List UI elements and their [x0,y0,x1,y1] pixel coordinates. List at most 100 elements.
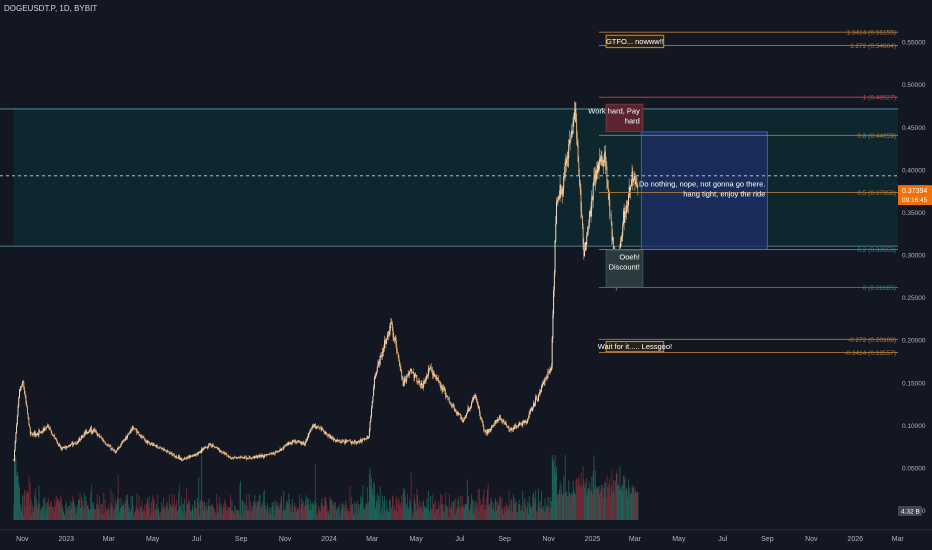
candle-body [558,197,560,199]
candle-body [426,374,428,380]
candle-body [268,454,270,455]
volume-bar [607,483,609,520]
candle-body [543,381,545,383]
candle-body [303,442,305,444]
volume-bar [196,497,198,520]
volume-bar [27,491,28,520]
volume-bar [55,495,57,520]
fib-level-label: 0.5 (0.37356) [857,190,896,197]
volume-bar [344,509,346,520]
volume-bar [171,493,173,520]
volume-bar [387,511,389,520]
candle-body [312,425,313,428]
volume-bar [576,487,578,520]
volume-bar [461,506,462,520]
candle-body [493,423,495,426]
volume-bar [584,487,586,520]
candle-body [635,181,637,186]
candle-body [414,373,416,378]
candle-body [101,438,103,440]
volume-bar [275,507,277,520]
candle-body [535,397,537,399]
candle-body [372,396,374,402]
candle-body [258,455,259,457]
volume-bar [600,491,601,520]
candle-body [173,454,174,456]
volume-bar [379,486,381,520]
volume-bar [178,484,180,520]
volume-bar [312,502,313,520]
volume-bar [114,499,116,520]
volume-bar [240,514,242,520]
volume-bar [337,507,339,520]
volume-bar [631,484,633,520]
candle-body [121,441,123,444]
volume-bar [86,505,88,520]
candle-body [168,451,169,452]
candle-body [256,456,258,458]
volume-bar [320,503,322,520]
candle-body [101,437,103,439]
volume-bar [32,512,34,520]
volume-bar [153,499,155,520]
volume-bar [108,504,110,520]
candle-body [236,457,238,459]
candle-body [209,443,210,445]
volume-bar [633,487,635,520]
volume-bar [49,507,51,520]
volume-bar [458,506,460,520]
volume-bar [445,492,447,520]
candle-body [151,442,153,444]
candle-body [173,454,175,457]
candle-body [335,440,337,442]
candle-body [184,457,186,459]
volume-bar [133,516,135,520]
candle-body [319,427,321,429]
candle-body [623,210,625,223]
candle-body [371,401,373,409]
candle-body [58,444,60,446]
volume-bar [63,513,65,520]
candle-body [127,433,129,436]
candle-body [286,443,288,445]
volume-bar [319,511,321,520]
volume-bar [493,503,495,520]
volume-bar [230,510,232,520]
volume-bar [113,512,115,520]
candle-body [571,130,573,134]
candle-body [458,413,460,414]
volume-bar [394,509,396,520]
volume-bar [36,504,38,520]
volume-bar [260,506,262,520]
candle-body [257,456,259,458]
candle-body [538,394,540,396]
candle-body [208,444,210,447]
volume-bar [132,495,134,520]
volume-bar [379,500,380,520]
volume-bar [567,496,569,520]
candle-body [193,455,195,457]
candle-body [80,435,82,440]
volume-bar [376,500,378,520]
candle-body [349,440,351,442]
volume-bar [615,471,617,520]
candle-body [276,451,278,453]
candle-body [322,427,324,430]
candle-body [62,447,64,449]
candle-body [305,439,307,444]
candle-body [292,440,294,442]
candle-body [19,389,21,391]
volume-bar [57,499,59,520]
volume-bar [46,508,48,520]
volume-bar [623,475,624,520]
volume-bar [210,505,212,520]
volume-bar [165,504,167,520]
x-tick-label: Nov [16,536,29,543]
candle-body [501,418,503,422]
volume-bar [40,513,42,520]
candle-body [389,323,391,331]
candle-body [386,335,388,340]
candle-body [199,452,200,453]
volume-bar [507,510,509,520]
